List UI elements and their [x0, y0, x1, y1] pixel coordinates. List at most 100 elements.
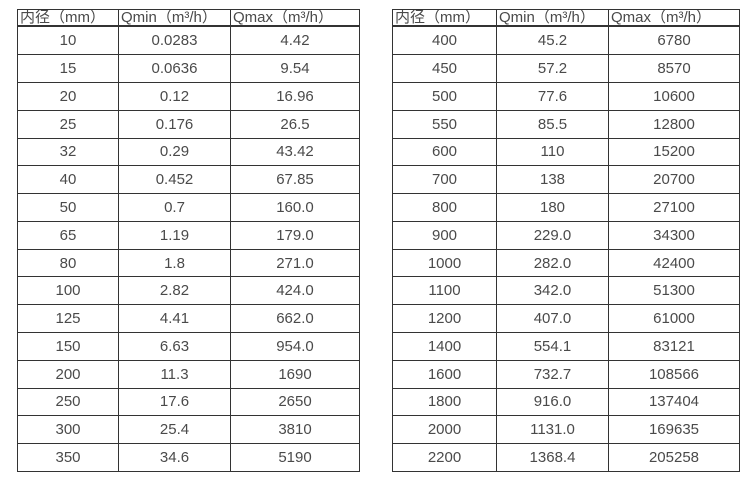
table-cell: 1131.0 [496, 415, 609, 445]
table-row: 900 229.0 34300 [392, 220, 740, 250]
table-cell: 900 [392, 220, 497, 250]
table-cell: 137404 [608, 387, 740, 417]
table-row: 15 0.0636 9.54 [17, 54, 360, 83]
table-cell: 108566 [608, 359, 740, 389]
table-cell: 2650 [230, 387, 360, 417]
table-cell: 282.0 [496, 248, 609, 278]
table-row: 550 85.5 12800 [392, 109, 740, 139]
table-row: 100 2.82 424.0 [17, 276, 360, 306]
flow-spec-table-small-diameters: 内径（mm） Qmin（m³/h） Qmax（m³/h） 10 0.0283 4.4… [17, 9, 360, 472]
table-cell: 15200 [608, 137, 740, 167]
table-row: 300 25.4 3810 [17, 415, 360, 445]
table-cell: 80 [17, 248, 119, 278]
table-row: 1200 407.0 61000 [392, 304, 740, 333]
table-cell: 17.6 [118, 387, 231, 417]
table-cell: 350 [17, 443, 119, 472]
table-row: 350 34.6 5190 [17, 443, 360, 472]
table-cell: 600 [392, 137, 497, 167]
table-row: 1000 282.0 42400 [392, 248, 740, 278]
table-row: 600 110 15200 [392, 137, 740, 167]
table-row: 800 180 27100 [392, 193, 740, 222]
table-cell: 5190 [230, 443, 360, 472]
table-row: 32 0.29 43.42 [17, 137, 360, 167]
table-cell: 51300 [608, 276, 740, 306]
table-row: 10 0.0283 4.42 [17, 25, 360, 56]
table-cell: 77.6 [496, 81, 609, 111]
table-cell: 229.0 [496, 220, 609, 250]
table-cell: 342.0 [496, 276, 609, 306]
table-cell: 424.0 [230, 276, 360, 306]
table-cell: 26.5 [230, 109, 360, 139]
table-cell: 65 [17, 220, 119, 250]
table-cell: 57.2 [496, 54, 609, 83]
table-cell: 500 [392, 81, 497, 111]
table-cell: 15 [17, 54, 119, 83]
table-cell: 160.0 [230, 193, 360, 222]
table-cell: 34300 [608, 220, 740, 250]
table-row: 1800 916.0 137404 [392, 387, 740, 417]
table-row: 150 6.63 954.0 [17, 331, 360, 361]
table-header: 内径（mm） Qmin（m³/h） Qmax（m³/h） [17, 9, 360, 27]
table-cell: 1200 [392, 304, 497, 333]
table-cell: 10 [17, 25, 119, 56]
table-cell: 25.4 [118, 415, 231, 445]
table-cell: 83121 [608, 331, 740, 361]
table-cell: 0.176 [118, 109, 231, 139]
table-cell: 200 [17, 359, 119, 389]
table-cell: 1800 [392, 387, 497, 417]
table-cell: 407.0 [496, 304, 609, 333]
table-cell: 16.96 [230, 81, 360, 111]
table-cell: 2000 [392, 415, 497, 445]
table-row: 25 0.176 26.5 [17, 109, 360, 139]
table-cell: 45.2 [496, 25, 609, 56]
column-header-diameter: 内径（mm） [17, 9, 119, 27]
table-cell: 8570 [608, 54, 740, 83]
column-header-qmax: Qmax（m³/h） [608, 9, 740, 27]
table-cell: 450 [392, 54, 497, 83]
table-cell: 61000 [608, 304, 740, 333]
table-cell: 10600 [608, 81, 740, 111]
table-row: 1400 554.1 83121 [392, 331, 740, 361]
table-cell: 1000 [392, 248, 497, 278]
table-cell: 11.3 [118, 359, 231, 389]
table-cell: 0.0283 [118, 25, 231, 56]
table-row: 20 0.12 16.96 [17, 81, 360, 111]
table-cell: 43.42 [230, 137, 360, 167]
table-row: 250 17.6 2650 [17, 387, 360, 417]
table-cell: 700 [392, 165, 497, 195]
table-cell: 271.0 [230, 248, 360, 278]
table-cell: 1.19 [118, 220, 231, 250]
table-cell: 4.42 [230, 25, 360, 56]
table-cell: 32 [17, 137, 119, 167]
table-cell: 205258 [608, 443, 740, 472]
table-cell: 20 [17, 81, 119, 111]
table-row: 1100 342.0 51300 [392, 276, 740, 306]
table-cell: 12800 [608, 109, 740, 139]
table-row: 50 0.7 160.0 [17, 193, 360, 222]
table-body: 400 45.2 6780 450 57.2 8570 500 77.6 10600 550 85.… [392, 25, 740, 472]
table-cell: 800 [392, 193, 497, 222]
table-row: 200 11.3 1690 [17, 359, 360, 389]
table-cell: 67.85 [230, 165, 360, 195]
table-cell: 110 [496, 137, 609, 167]
column-header-qmax: Qmax（m³/h） [230, 9, 360, 27]
table-cell: 6780 [608, 25, 740, 56]
table-cell: 85.5 [496, 109, 609, 139]
table-cell: 554.1 [496, 331, 609, 361]
table-row: 2000 1131.0 169635 [392, 415, 740, 445]
table-header: 内径（mm） Qmin（m³/h） Qmax（m³/h） [392, 9, 740, 27]
table-cell: 732.7 [496, 359, 609, 389]
table-cell: 42400 [608, 248, 740, 278]
table-cell: 4.41 [118, 304, 231, 333]
table-cell: 6.63 [118, 331, 231, 361]
table-cell: 25 [17, 109, 119, 139]
table-row: 125 4.41 662.0 [17, 304, 360, 333]
table-cell: 916.0 [496, 387, 609, 417]
table-row: 450 57.2 8570 [392, 54, 740, 83]
table-cell: 1368.4 [496, 443, 609, 472]
table-cell: 138 [496, 165, 609, 195]
column-header-qmin: Qmin（m³/h） [118, 9, 231, 27]
flow-spec-table-large-diameters: 内径（mm） Qmin（m³/h） Qmax（m³/h） 400 45.2 6780… [392, 9, 740, 472]
table-body: 10 0.0283 4.42 15 0.0636 9.54 20 0.12 16.96 25 0.1… [17, 25, 360, 472]
